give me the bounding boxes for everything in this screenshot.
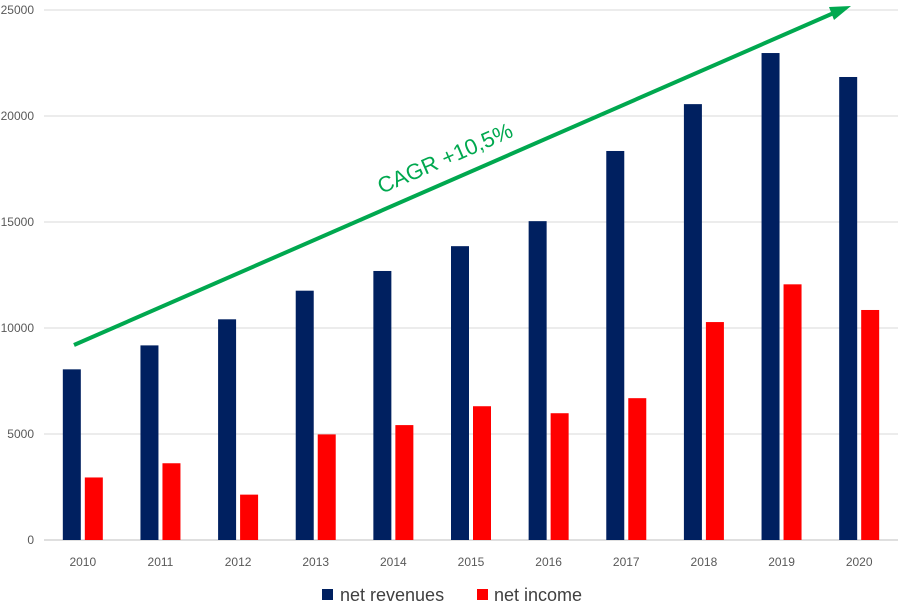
x-tick-label: 2018 xyxy=(691,555,718,569)
bar-net-income xyxy=(395,425,414,540)
x-tick-label: 2012 xyxy=(225,555,252,569)
bar-net-income xyxy=(783,284,802,540)
bar-net-income xyxy=(628,398,647,540)
x-tick-label: 2011 xyxy=(148,555,174,569)
bar-net-revenues xyxy=(140,345,159,540)
bar-net-revenues xyxy=(683,104,702,541)
y-tick-label: 10000 xyxy=(1,321,35,335)
bar-net-revenues xyxy=(839,76,858,540)
x-tick-label: 2017 xyxy=(613,555,640,569)
bar-net-revenues xyxy=(761,53,780,540)
bar-net-income xyxy=(84,477,103,540)
y-tick-label: 25000 xyxy=(1,3,35,17)
x-axis: 2010 2011 2012 2013 2014 2015 2016 2017 2018 2019… xyxy=(69,555,872,569)
bar-net-income xyxy=(317,434,336,540)
y-tick-label: 15000 xyxy=(1,215,35,229)
x-tick-label: 2014 xyxy=(380,555,407,569)
trend-line xyxy=(73,10,837,347)
bar-net-income xyxy=(705,322,724,540)
gridlines xyxy=(44,9,898,541)
bars xyxy=(62,53,880,541)
bar-net-revenues xyxy=(606,150,625,541)
bar-net-revenues xyxy=(528,221,547,541)
y-tick-label: 0 xyxy=(27,533,34,547)
bar-net-income xyxy=(162,463,181,540)
y-tick-label: 5000 xyxy=(7,427,34,441)
bar-net-revenues xyxy=(62,369,81,540)
cagr-annotation: CAGR +10,5% xyxy=(374,118,517,199)
trend-arrowhead xyxy=(829,6,851,20)
x-tick-label: 2010 xyxy=(69,555,96,569)
x-tick-label: 2013 xyxy=(302,555,329,569)
bar-net-income xyxy=(240,494,259,540)
x-tick-label: 2016 xyxy=(535,555,562,569)
bar-net-income xyxy=(473,406,491,540)
legend-swatch-net-income xyxy=(477,589,488,600)
legend-swatch-net-revenues xyxy=(322,589,333,600)
legend-label-net-revenues: net revenues xyxy=(340,585,444,605)
bar-net-revenues xyxy=(295,290,314,540)
bar-net-revenues xyxy=(451,246,469,540)
bar-net-income xyxy=(550,413,569,540)
legend: net revenues net income xyxy=(322,585,582,605)
y-axis: 0 5000 10000 15000 20000 25000 xyxy=(1,3,35,547)
bar-net-revenues xyxy=(218,319,237,540)
bar-net-revenues xyxy=(373,270,392,540)
legend-label-net-income: net income xyxy=(494,585,582,605)
bar-net-income xyxy=(861,309,880,540)
y-tick-label: 20000 xyxy=(1,109,35,123)
x-tick-label: 2020 xyxy=(846,555,873,569)
x-tick-label: 2015 xyxy=(458,555,485,569)
x-tick-label: 2019 xyxy=(768,555,795,569)
